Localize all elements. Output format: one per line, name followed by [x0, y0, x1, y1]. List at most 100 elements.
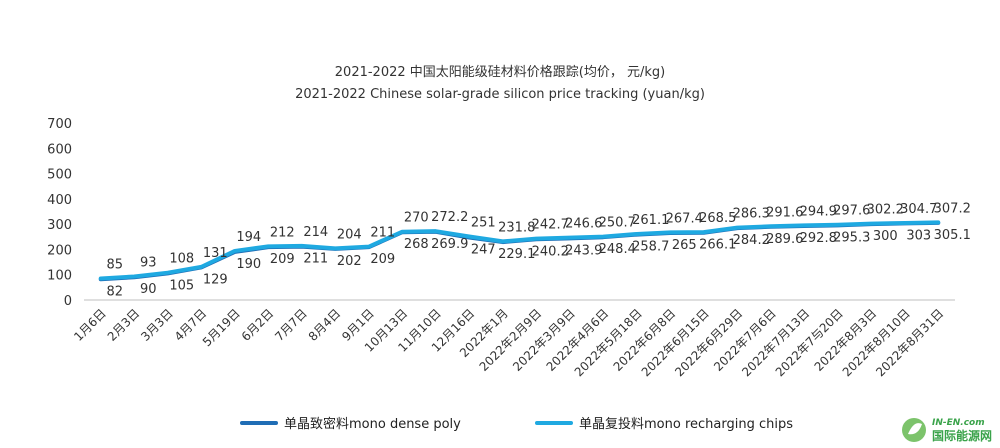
y-tick-label: 500 — [47, 168, 72, 183]
y-tick-label: 200 — [47, 243, 72, 258]
data-point — [936, 220, 940, 224]
data-label: 105 — [169, 278, 194, 293]
data-label: 251 — [471, 216, 496, 231]
leaf-logo-icon — [901, 418, 926, 442]
data-point — [266, 244, 270, 248]
y-tick-label: 700 — [47, 117, 72, 132]
data-label: 202 — [337, 254, 362, 269]
data-label: 265 — [672, 238, 697, 253]
series-layer — [98, 220, 941, 282]
data-label: 302.2 — [867, 203, 904, 218]
data-label: 229.1 — [498, 247, 535, 262]
y-tick-label: 300 — [47, 218, 72, 233]
data-label: 246.6 — [565, 217, 602, 232]
data-label: 268.5 — [699, 211, 736, 226]
data-label: 286.3 — [733, 207, 770, 222]
data-point — [903, 221, 907, 225]
data-point — [802, 223, 806, 227]
data-point — [99, 277, 103, 281]
data-label: 243.9 — [565, 243, 602, 258]
data-label: 242.7 — [532, 218, 569, 233]
data-point — [534, 237, 538, 241]
data-label: 258.7 — [632, 240, 669, 255]
legend-label-dense: 单晶致密料mono dense poly — [284, 417, 461, 432]
legend-swatch-recharging — [535, 420, 573, 425]
watermark-name: 国际能源网 — [931, 429, 992, 443]
x-tick-label: 2月3日 — [105, 306, 143, 344]
data-label: 209 — [370, 252, 395, 267]
data-label: 93 — [140, 255, 157, 270]
data-point — [367, 245, 371, 249]
x-tick-label: 6月2日 — [239, 306, 277, 344]
legend-item-mono-dense-poly[interactable]: 单晶致密料mono dense poly — [240, 413, 461, 432]
data-label: 204 — [337, 227, 362, 242]
x-tick-label: 3月3日 — [138, 306, 176, 344]
data-label: 214 — [303, 225, 328, 240]
data-label: 211 — [370, 226, 395, 241]
data-point — [400, 230, 404, 234]
data-label: 284.2 — [733, 233, 770, 248]
data-label: 267.4 — [666, 211, 703, 226]
data-label: 303 — [906, 228, 931, 243]
data-point — [501, 239, 505, 243]
watermark-domain: IN-EN.com — [931, 418, 985, 428]
data-label: 292.8 — [800, 231, 837, 246]
series-line-1 — [98, 220, 941, 281]
data-point — [735, 226, 739, 230]
data-label: 272.2 — [431, 210, 468, 225]
data-label: 90 — [140, 282, 157, 297]
data-label: 261.1 — [632, 213, 669, 228]
data-point — [434, 229, 438, 233]
y-tick-label: 600 — [47, 142, 72, 157]
data-label: 269.9 — [431, 237, 468, 252]
data-point — [568, 236, 572, 240]
chart-title: 2021-2022 中国太阳能级硅材料价格跟踪(均价， 元/kg) — [334, 65, 666, 80]
data-label: 291.6 — [766, 205, 803, 220]
data-point — [233, 249, 237, 253]
data-label: 305.1 — [934, 228, 971, 243]
y-tick-label: 400 — [47, 193, 72, 208]
chart-title-block: 2021-2022 中国太阳能级硅材料价格跟踪(均价， 元/kg) 2021-2… — [0, 62, 1000, 106]
data-label: 212 — [270, 225, 295, 240]
data-label: 270 — [404, 211, 429, 226]
data-label: 194 — [236, 230, 261, 245]
x-tick-label: 7月7日 — [272, 306, 310, 344]
data-label: 209 — [270, 252, 295, 267]
data-point — [467, 235, 471, 239]
legend-item-mono-recharging-chips[interactable]: 单晶复投料mono recharging chips — [535, 413, 793, 432]
data-label: 294.9 — [800, 204, 837, 219]
y-axis: 0 100 200 300 400 500 600 700 — [47, 117, 72, 309]
y-tick-label: 100 — [47, 269, 72, 284]
data-point — [668, 230, 672, 234]
data-point — [333, 246, 337, 250]
data-label: 129 — [203, 272, 228, 287]
x-tick-label: 8月4日 — [306, 306, 344, 344]
data-label: 231.8 — [498, 220, 535, 235]
data-label: 248.4 — [599, 242, 636, 257]
y-tick-label: 0 — [64, 294, 72, 309]
x-axis: 1月6日2月3日3月3日4月7日5月19日6月2日7月7日8月4日9月1日10月… — [71, 306, 946, 379]
data-label: 85 — [106, 258, 123, 273]
data-point — [166, 271, 170, 275]
data-label: 297.6 — [833, 204, 870, 219]
data-label: 250.7 — [599, 216, 636, 231]
data-point — [132, 274, 136, 278]
data-label-layer: 82 90 105 129 190 209 211 202 209 268 269.9 247 229.… — [106, 201, 970, 299]
data-label: 304.7 — [900, 202, 937, 217]
data-label: 131 — [203, 246, 228, 261]
data-label: 247 — [471, 243, 496, 258]
data-label: 240.2 — [532, 244, 569, 259]
data-label: 307.2 — [934, 201, 971, 216]
legend-swatch-dense — [240, 420, 278, 425]
data-point — [601, 235, 605, 239]
x-tick-label: 5月19日 — [200, 306, 243, 349]
data-point — [702, 230, 706, 234]
data-point — [869, 222, 873, 226]
legend-label-recharging: 单晶复投料mono recharging chips — [579, 417, 793, 432]
data-label: 266.1 — [699, 238, 736, 253]
data-label: 190 — [236, 257, 261, 272]
data-label: 300 — [873, 229, 898, 244]
data-point — [836, 223, 840, 227]
chart-subtitle: 2021-2022 Chinese solar-grade silicon pr… — [295, 87, 705, 102]
data-point — [199, 265, 203, 269]
